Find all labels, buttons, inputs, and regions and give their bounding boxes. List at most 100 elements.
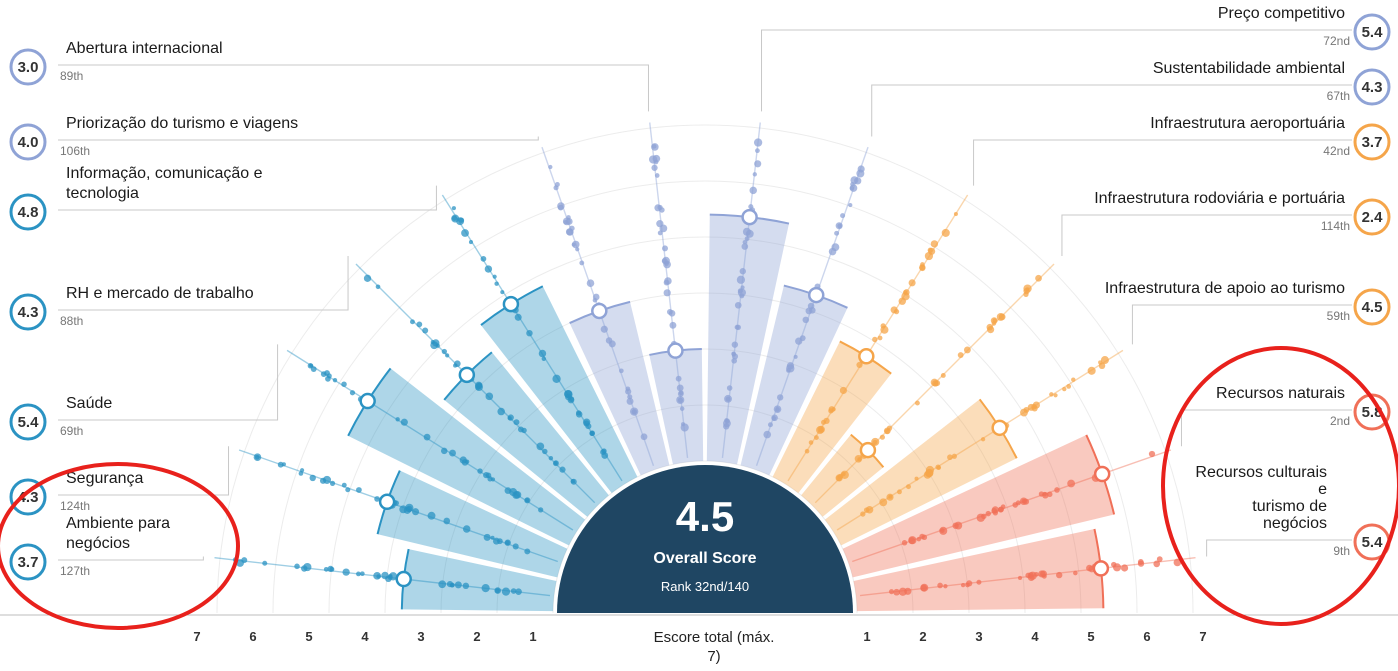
- score-badge-value: 4.8: [18, 204, 39, 221]
- distribution-dot: [373, 571, 381, 580]
- distribution-dot: [374, 496, 380, 502]
- score-badge: [1353, 198, 1391, 236]
- pillar-label: 3.7 Ambiente para negócios 127th: [9, 515, 170, 581]
- score-marker: [359, 392, 376, 410]
- distribution-dot: [309, 474, 316, 482]
- distribution-dot: [589, 430, 594, 436]
- score-marker: [502, 295, 520, 313]
- distribution-dot: [752, 172, 757, 177]
- distribution-dot: [571, 242, 576, 247]
- distribution-dot: [583, 420, 590, 427]
- leader-line: [58, 256, 349, 311]
- pillar-bar: [569, 301, 670, 476]
- distribution-dot: [951, 453, 957, 459]
- score-badge-value: 4.5: [1362, 299, 1383, 316]
- distribution-dot: [332, 377, 338, 383]
- distribution-dot: [565, 217, 573, 225]
- distribution-dot: [564, 389, 573, 399]
- distribution-dot: [490, 477, 496, 482]
- distribution-dot: [735, 324, 741, 331]
- axis-title: Escore total (máx. 7): [654, 629, 775, 665]
- pillar-name: Priorização do turismo e viagens: [66, 115, 298, 132]
- distribution-dot: [592, 297, 598, 303]
- pillar-rank: 9th: [1333, 544, 1350, 558]
- pillar-name: Informação, comunicação e: [66, 165, 263, 182]
- distribution-dot: [485, 392, 494, 401]
- pillar-rank: 88th: [60, 314, 83, 328]
- distribution-dot: [992, 510, 998, 516]
- x-tick-label: 3: [975, 629, 982, 644]
- distribution-dot: [449, 449, 456, 457]
- pillar-name: Sustentabilidade ambiental: [1153, 60, 1345, 77]
- leader-line: [58, 556, 204, 561]
- distribution-dot: [863, 507, 870, 513]
- distribution-dot: [500, 290, 505, 295]
- distribution-dot: [1035, 274, 1042, 282]
- distribution-dot: [1033, 571, 1039, 577]
- distribution-dot: [654, 173, 660, 178]
- distribution-dot: [575, 247, 580, 252]
- distribution-dot: [835, 222, 843, 230]
- pillar-bar: [480, 286, 638, 494]
- distribution-dot: [742, 227, 751, 236]
- distribution-dot: [675, 375, 682, 382]
- leader-line: [1206, 539, 1352, 557]
- distribution-dot: [504, 540, 510, 546]
- x-tick-label: 4: [1031, 629, 1039, 644]
- distribution-dot: [400, 418, 408, 426]
- distribution-dot: [345, 487, 351, 493]
- distribution-dot: [773, 405, 782, 413]
- distribution-dot: [542, 448, 548, 455]
- distribution-dot: [681, 422, 686, 427]
- score-badge: [9, 123, 47, 161]
- distribution-dot: [468, 240, 473, 245]
- distribution-dot: [808, 440, 814, 445]
- distribution-dot: [453, 363, 458, 368]
- leader-line: [871, 84, 1352, 137]
- pillar-name: Infraestrutura rodoviária e portuária: [1094, 190, 1345, 207]
- leader-lines: [58, 29, 1352, 561]
- distribution-dot: [349, 390, 356, 396]
- pillar-rank: 114th: [1321, 219, 1350, 233]
- distribution-dot: [536, 442, 545, 451]
- distribution-dot: [514, 313, 522, 321]
- distribution-dot: [403, 506, 411, 514]
- distribution-dot: [601, 452, 609, 459]
- distribution-dot: [908, 279, 916, 287]
- distribution-dot: [981, 513, 987, 520]
- distribution-dot: [903, 289, 910, 296]
- pillar-label: 4.3 Sustentabilidade ambiental 67th: [1153, 60, 1391, 106]
- distribution-dot: [736, 275, 746, 284]
- overall-score-disc: 4.5 Overall Score Rank 32nd/140: [557, 465, 853, 613]
- distribution-dot: [329, 480, 336, 486]
- distribution-dot: [1023, 291, 1029, 297]
- score-badge-value: 4.3: [18, 489, 39, 506]
- distribution-dot: [254, 454, 260, 460]
- distribution-dot: [294, 563, 300, 570]
- distribution-dot: [477, 468, 483, 474]
- score-badge: [1353, 288, 1391, 326]
- distribution-dot: [848, 203, 853, 208]
- score-badge: [1353, 123, 1391, 161]
- x-tick-label: 4: [361, 629, 369, 644]
- distribution-dot: [663, 279, 670, 286]
- x-tick-label: 3: [417, 629, 424, 644]
- distribution-dot: [481, 584, 490, 593]
- distribution-dot: [724, 394, 732, 403]
- distribution-dot: [1071, 377, 1076, 382]
- distribution-dot: [423, 433, 431, 441]
- score-badge: [9, 193, 47, 231]
- pillar-label: 3.7 Infraestrutura aeroportuária 42nd: [1150, 115, 1391, 161]
- score-marker: [858, 348, 875, 365]
- distribution-dot: [930, 378, 939, 387]
- leader-line: [58, 136, 539, 141]
- distribution-dot: [462, 582, 470, 590]
- score-badge-value: 2.4: [1362, 209, 1384, 226]
- distribution-dot: [1000, 504, 1006, 510]
- distribution-dot: [850, 182, 855, 187]
- score-marker: [591, 302, 608, 320]
- pillar-bar: [772, 341, 892, 494]
- distribution-dot: [515, 588, 522, 595]
- distribution-dot: [298, 471, 304, 476]
- distribution-dot: [1053, 393, 1058, 398]
